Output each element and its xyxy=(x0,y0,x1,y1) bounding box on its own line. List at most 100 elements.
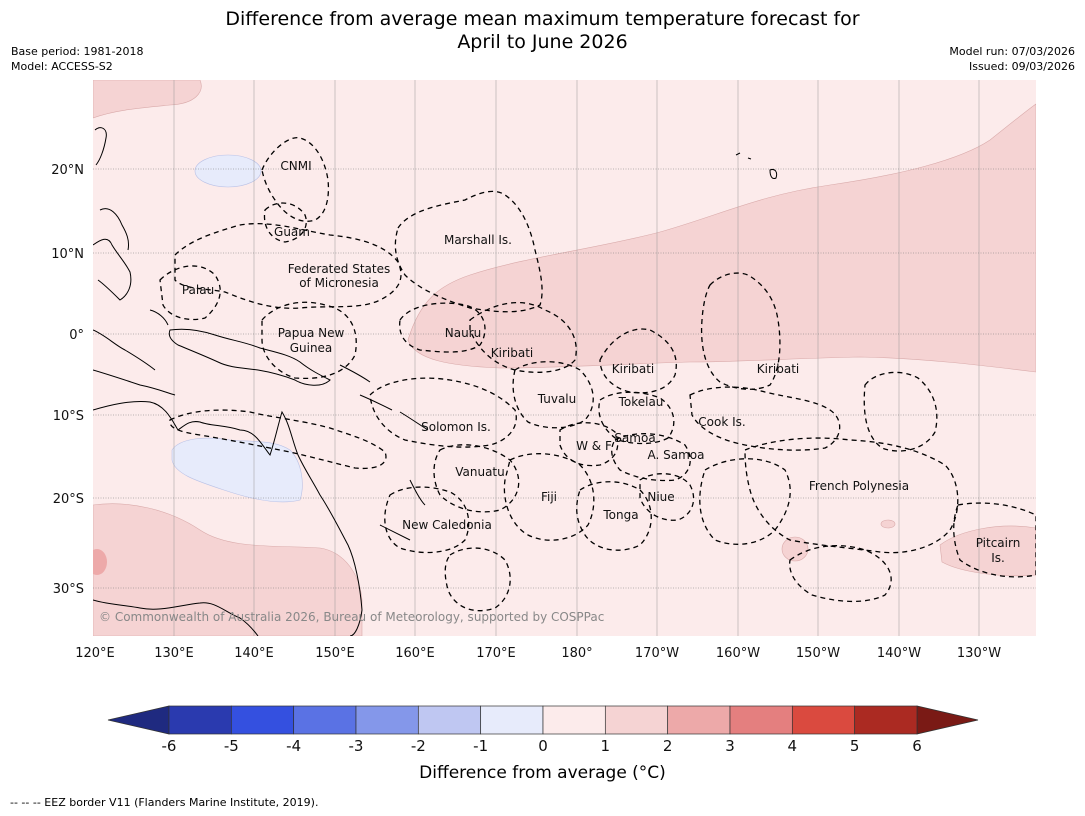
label-pitcairn-2: Is. xyxy=(991,551,1005,565)
colorbar-tick-label: -2 xyxy=(411,737,426,755)
colorbar-segment xyxy=(542,705,606,735)
label-niue: Niue xyxy=(647,490,674,504)
colorbar-segment xyxy=(480,705,544,735)
colorbar-segment xyxy=(355,705,419,735)
meridian-lines xyxy=(173,80,980,636)
colorbar-title: Difference from average (°C) xyxy=(419,763,666,783)
lon-label: 120°E xyxy=(75,646,115,661)
colorbar-segment xyxy=(667,705,731,735)
colorbar-segments xyxy=(168,705,918,735)
label-nauru: Nauru xyxy=(445,326,481,340)
lat-label: 20°S xyxy=(53,492,84,507)
label-kiribati-west: Kiribati xyxy=(491,346,533,360)
label-png-2: Guinea xyxy=(290,341,333,355)
colorbar-tick-label: -1 xyxy=(473,737,488,755)
lon-label: 160°E xyxy=(395,646,435,661)
label-american-samoa: A. Samoa xyxy=(648,448,705,462)
label-fsm-1: Federated States xyxy=(288,262,390,276)
anomaly-1-2-small-patch xyxy=(781,536,809,562)
label-kiribati-east: Kiribati xyxy=(757,362,799,376)
label-new-caledonia: New Caledonia xyxy=(402,518,492,532)
meta-right: Model run: 07/03/2026 Issued: 09/03/2026 xyxy=(949,44,1075,74)
colorbar-tick-label: 2 xyxy=(663,737,673,755)
colorbar-tick-label: -3 xyxy=(349,737,364,755)
label-cook: Cook Is. xyxy=(698,415,745,429)
label-fsm-2: of Micronesia xyxy=(299,276,379,290)
colorbar-tick-label: 4 xyxy=(788,737,798,755)
region-labels: CNMI Guam Marshall Is. Federated States … xyxy=(182,159,1020,565)
colorbar: -6 -5 -4 -3 -2 -1 0 1 2 3 4 5 6 xyxy=(107,705,979,755)
label-tokelau: Tokelau xyxy=(618,395,664,409)
model-text: Model: ACCESS-S2 xyxy=(11,60,113,73)
lon-label: 150°W xyxy=(796,646,840,661)
anomaly-negative-patch-north xyxy=(194,154,262,188)
label-vanuatu: Vanuatu xyxy=(455,465,505,479)
lon-label: 140°E xyxy=(234,646,274,661)
map-area[interactable]: CNMI Guam Marshall Is. Federated States … xyxy=(87,80,1036,636)
colorbar-tick-label: 6 xyxy=(912,737,922,755)
title-line-1: Difference from average mean maximum tem… xyxy=(225,8,860,30)
label-fiji: Fiji xyxy=(541,490,557,504)
colorbar-segment xyxy=(417,705,482,735)
model-run-text: Model run: 07/03/2026 xyxy=(949,45,1075,58)
colorbar-over-arrow xyxy=(916,705,979,735)
label-samoa: Samoa xyxy=(614,431,655,445)
colorbar-tick-label: 3 xyxy=(725,737,735,755)
lon-label: 180° xyxy=(561,646,592,661)
label-png-1: Papua New xyxy=(278,326,345,340)
anomaly-1-2-southwest xyxy=(93,503,363,636)
label-french-polynesia: French Polynesia xyxy=(809,479,909,493)
label-tuvalu: Tuvalu xyxy=(537,392,577,406)
lat-label: 30°S xyxy=(53,582,84,597)
colorbar-segment xyxy=(293,705,357,735)
colorbar-tick-label: -6 xyxy=(162,737,177,755)
base-period-text: Base period: 1981-2018 xyxy=(11,45,144,58)
anomaly-1-2-equatorial-band xyxy=(407,103,1036,373)
lat-label: 0° xyxy=(69,328,84,343)
title-line-2: April to June 2026 xyxy=(457,31,628,53)
colorbar-segment xyxy=(791,705,856,735)
lon-label: 170°W xyxy=(635,646,679,661)
lon-label: 160°W xyxy=(716,646,760,661)
colorbar-tick-label: 0 xyxy=(538,737,548,755)
lat-label: 10°N xyxy=(51,247,84,262)
anomaly-2-3-patch xyxy=(93,549,107,575)
colorbar-segment xyxy=(729,705,793,735)
lon-label: 140°W xyxy=(877,646,921,661)
coastlines xyxy=(93,127,778,636)
colorbar-tick-label: -5 xyxy=(224,737,239,755)
colorbar-tick-label: -4 xyxy=(286,737,301,755)
label-guam: Guam xyxy=(274,225,310,239)
copyright-text: © Commonwealth of Australia 2026, Bureau… xyxy=(99,610,604,624)
longitude-labels: 120°E 130°E 140°E 150°E 160°E 170°E 180°… xyxy=(75,646,1001,661)
issued-text: Issued: 09/03/2026 xyxy=(968,60,1075,73)
label-solomon: Solomon Is. xyxy=(421,420,491,434)
colorbar-ticks: -6 -5 -4 -3 -2 -1 0 1 2 3 4 5 6 xyxy=(162,737,922,755)
latitude-labels: 20°N 10°N 0° 10°S 20°S 30°S xyxy=(51,163,84,597)
colorbar-segment xyxy=(604,705,669,735)
colorbar-segment xyxy=(854,705,918,735)
label-wallis-futuna: W & F xyxy=(576,439,612,453)
colorbar-tick-label: 5 xyxy=(850,737,860,755)
lat-label: 20°N xyxy=(51,163,84,178)
label-palau: Palau xyxy=(182,283,214,297)
label-cnmi: CNMI xyxy=(280,159,311,173)
anomaly-1-2-pitcairn xyxy=(939,525,1036,577)
label-kiribati-central: Kiribati xyxy=(612,362,654,376)
colorbar-tick-label: 1 xyxy=(601,737,611,755)
meta-left: Base period: 1981-2018 Model: ACCESS-S2 xyxy=(11,44,143,74)
chart-title: Difference from average mean maximum tem… xyxy=(0,8,1085,54)
eez-footnote: -- -- -- EEZ border V11 (Flanders Marine… xyxy=(10,796,319,809)
anomaly-1-2-tiny-patch xyxy=(880,519,896,529)
colorbar-segment xyxy=(230,705,295,735)
parallel-lines xyxy=(93,168,1036,589)
colorbar-segment xyxy=(168,705,232,735)
label-pitcairn-1: Pitcairn xyxy=(976,536,1021,550)
colorbar-under-arrow xyxy=(107,705,170,735)
eez-borders xyxy=(159,137,1036,612)
lon-label: 130°W xyxy=(957,646,1001,661)
lon-label: 130°E xyxy=(154,646,194,661)
lon-label: 150°E xyxy=(315,646,355,661)
lat-label: 10°S xyxy=(53,409,84,424)
